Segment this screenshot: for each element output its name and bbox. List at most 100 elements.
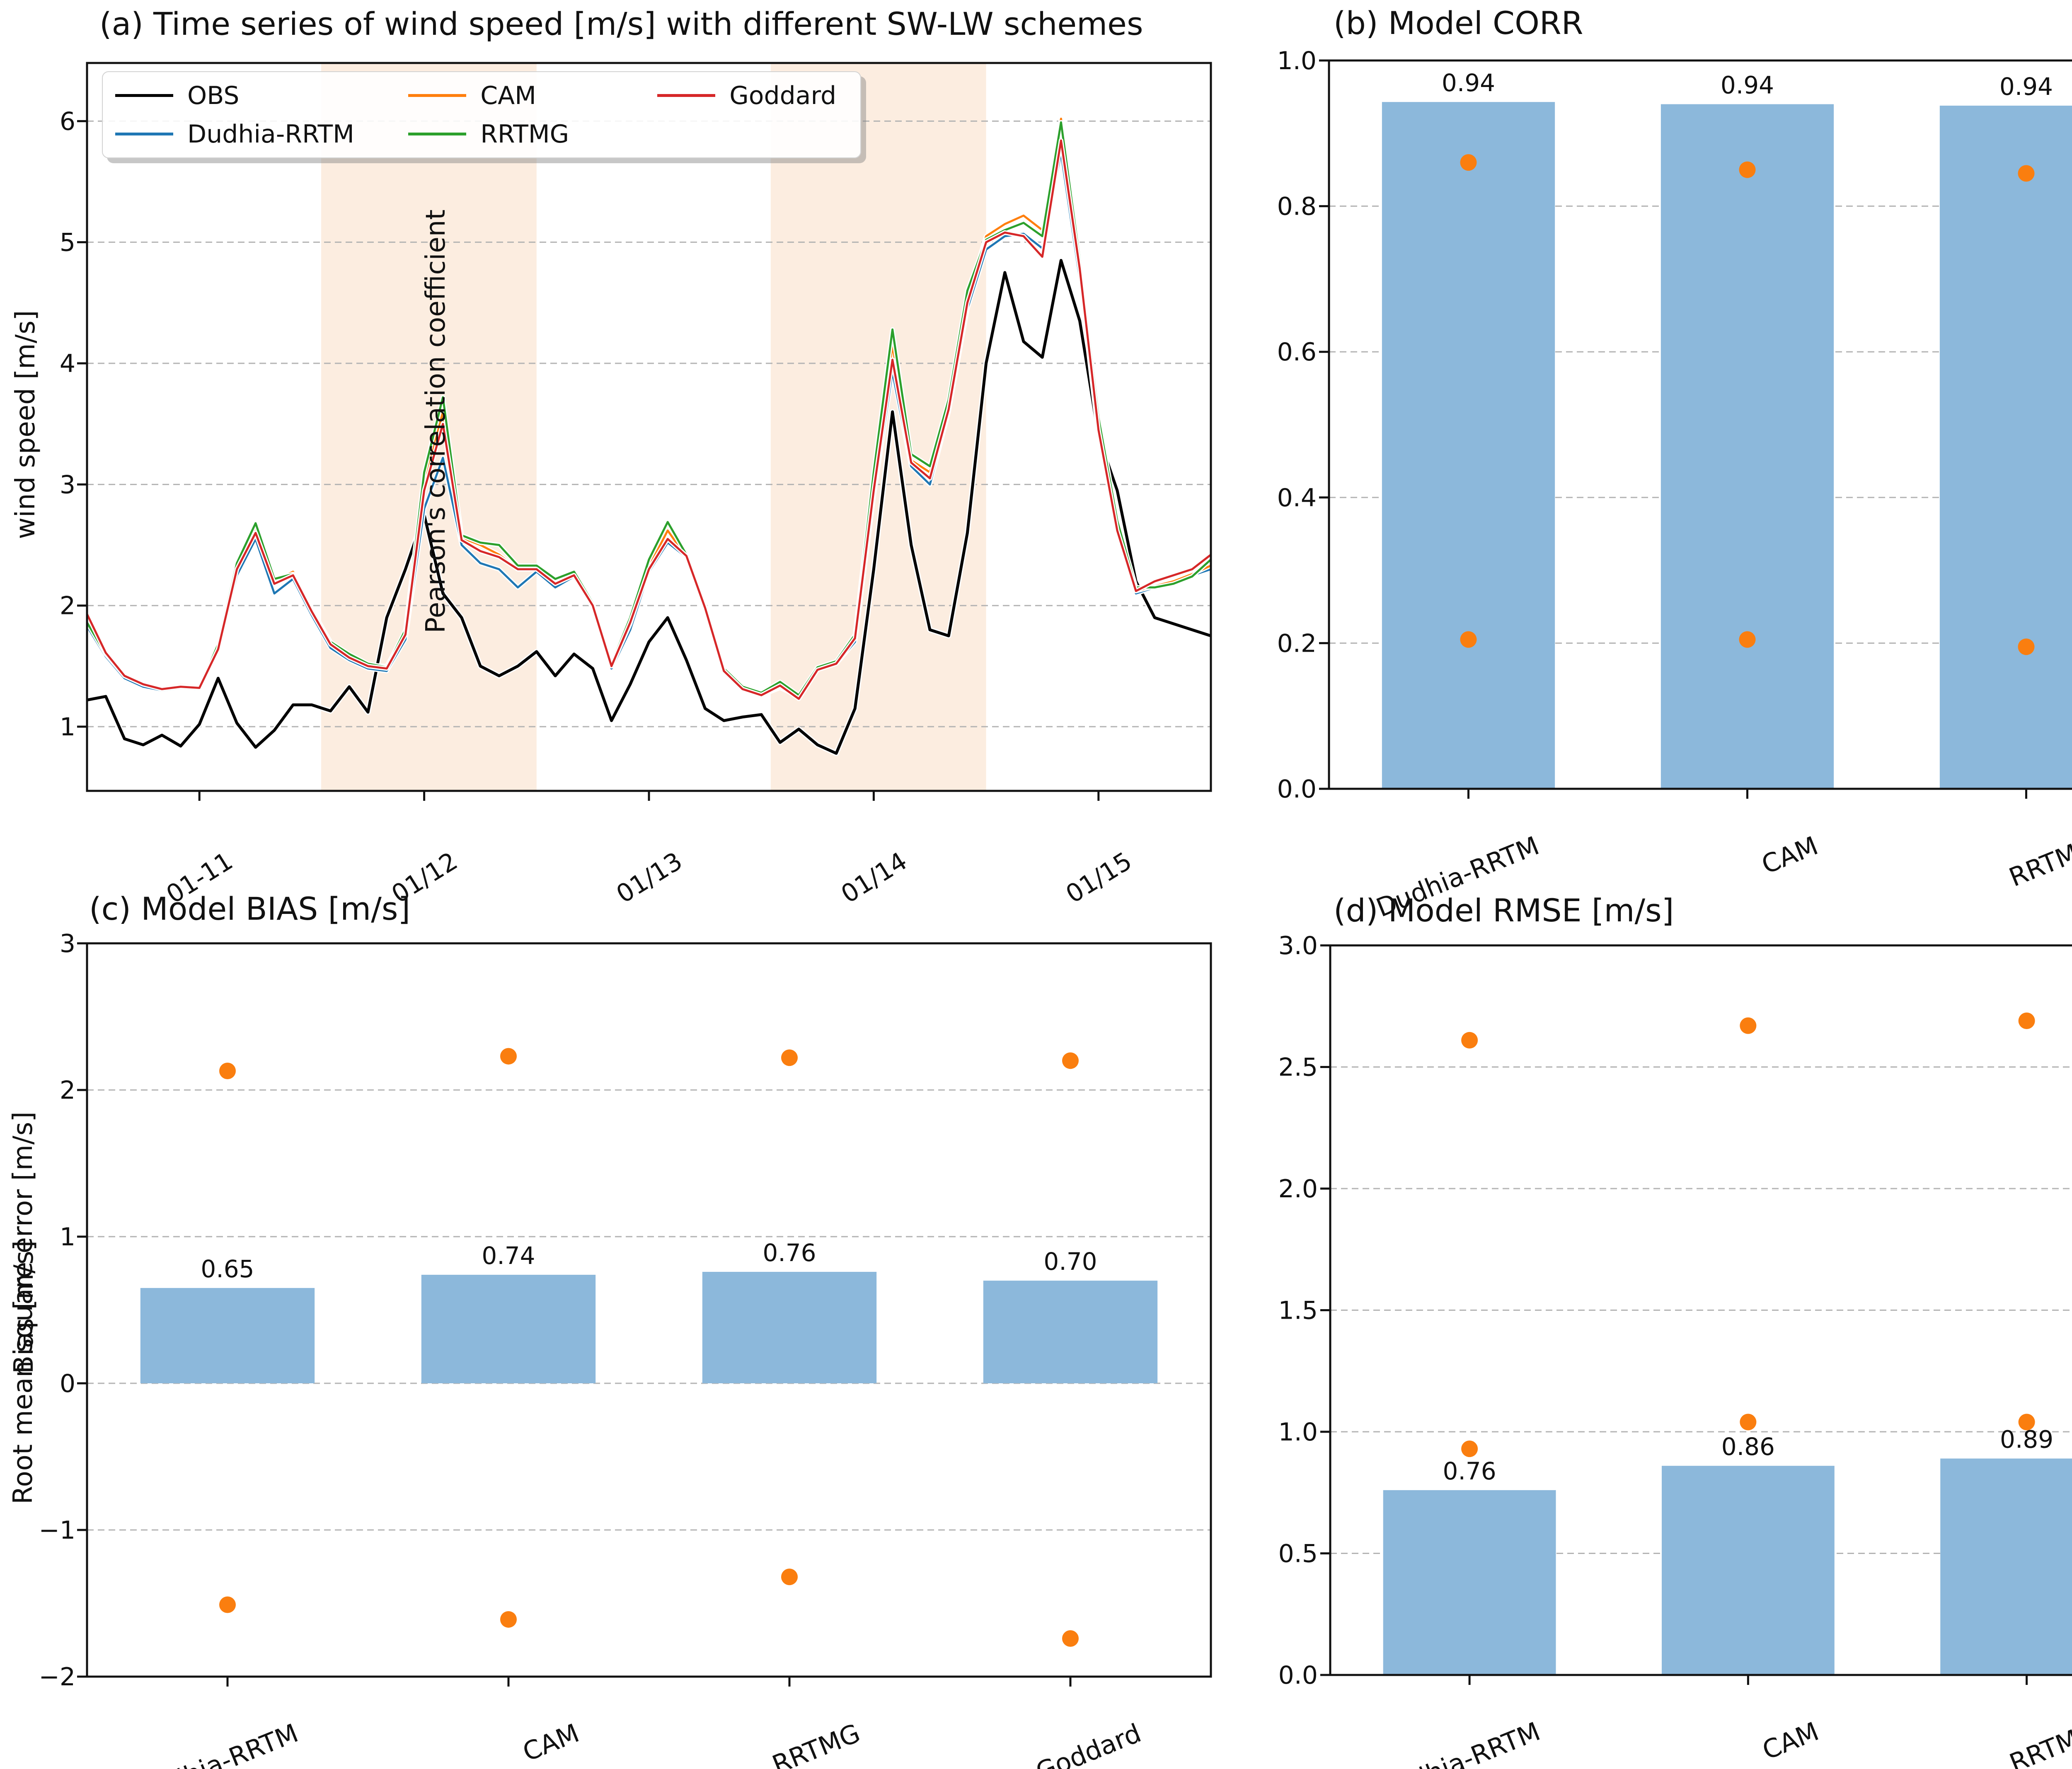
dot-lower-goddard: [1062, 1630, 1079, 1647]
y-tick-label: 0.0: [1277, 775, 1317, 804]
panel-d-ylabel: Root mean square error [m/s]: [8, 1111, 39, 1505]
dot-lower-cam: [500, 1611, 517, 1628]
dot-lower-cam: [1739, 631, 1756, 648]
x-tick-label: 01/13: [611, 846, 687, 909]
bar-value-label: 0.74: [482, 1242, 535, 1270]
legend-item-dudhia-rrtm: Dudhia-RRTM: [115, 120, 408, 149]
y-tick-label: 0: [60, 1369, 75, 1398]
dot-lower-dudhia-rrtm: [1461, 1440, 1478, 1457]
series-line-obs: [87, 259, 1212, 755]
bar-dudhia-rrtm: [1383, 1490, 1556, 1675]
panel-b-plot: 0.940.940.940.940.00.20.40.60.81.0Dudhia…: [1277, 46, 2072, 923]
y-tick-label: 1.0: [1277, 46, 1317, 75]
bar-value-label: 0.76: [1443, 1457, 1496, 1485]
y-tick-label: 3: [60, 929, 75, 958]
category-label: Goddard: [1031, 1718, 1145, 1769]
dot-upper-cam: [1739, 161, 1756, 178]
bar-rrtmg: [1940, 1458, 2072, 1675]
category-label: CAM: [1758, 1716, 1823, 1766]
y-tick-label: 4: [60, 349, 75, 378]
legend-item-goddard: Goddard: [657, 81, 848, 110]
bar-cam: [1661, 1466, 1835, 1675]
y-tick-label: 3: [60, 470, 75, 499]
axes-frame: [86, 62, 1212, 792]
y-tick-label: 1: [60, 713, 75, 742]
panel-c-title: (c) Model BIAS [m/s]: [89, 890, 411, 927]
y-tick-label: 0.4: [1277, 483, 1317, 512]
category-label: CAM: [518, 1718, 583, 1767]
bar-dudhia-rrtm: [1382, 102, 1555, 789]
bar-goddard: [983, 1281, 1158, 1383]
bar-value-label: 0.86: [1721, 1433, 1775, 1461]
category-label: RRTMG: [2005, 1716, 2072, 1769]
category-label: CAM: [1757, 830, 1822, 880]
bar-value-label: 0.76: [762, 1239, 816, 1267]
y-tick-label: 5: [60, 228, 75, 257]
x-tick-label: 01/14: [836, 846, 913, 909]
dot-upper-rrtmg: [2018, 1012, 2035, 1029]
legend-label: Dudhia-RRTM: [187, 119, 354, 149]
legend-label: RRTMG: [480, 119, 569, 149]
dot-lower-cam: [1740, 1414, 1757, 1431]
legend-swatch-rrtmg: [408, 133, 467, 135]
legend-item-obs: OBS: [115, 81, 408, 110]
highlight-band-0: [321, 63, 537, 791]
legend-swatch-goddard: [657, 94, 716, 97]
legend-swatch-obs: [115, 94, 173, 97]
category-label: Dudhia-RRTM: [1373, 1716, 1544, 1769]
bar-value-label: 0.94: [1721, 71, 1774, 99]
axes-frame: [86, 942, 1212, 1678]
bar-value-label: 0.94: [1442, 69, 1495, 97]
panel-c-plot: 0.65 0.74 0.76 0.70 −2 −1 0 1 2 3 Dudhia-RRTM CAM RR…: [39, 929, 1212, 1769]
series-halo-rrtmg: [85, 120, 1213, 698]
y-tick-label: 0.6: [1277, 338, 1317, 367]
dot-lower-rrtmg: [781, 1568, 798, 1585]
bar-cam: [1661, 104, 1834, 789]
series-line-goddard: [86, 139, 1212, 700]
legend-label: Goddard: [729, 81, 837, 110]
series-halo-cam: [85, 116, 1212, 700]
panel-d-title: (d) Model RMSE [m/s]: [1334, 892, 1674, 929]
panel-b-title: (b) Model CORR: [1334, 5, 1583, 41]
category-label: Dudhia-RRTM: [131, 1718, 302, 1769]
dot-lower-dudhia-rrtm: [1460, 631, 1477, 648]
y-tick-label: 0.5: [1278, 1539, 1318, 1568]
y-tick-label: 3.0: [1278, 931, 1318, 960]
legend: OBS Dudhia-RRTM CAM RRTMG Goddard: [102, 71, 861, 158]
dot-lower-dudhia-rrtm: [219, 1596, 236, 1613]
y-tick-label: 2.5: [1278, 1053, 1318, 1082]
axes-frame: [1328, 59, 2072, 790]
y-tick-label: 0.8: [1277, 192, 1317, 221]
legend-item-rrtmg: RRTMG: [408, 120, 657, 149]
dot-lower-rrtmg: [2018, 638, 2035, 655]
x-tick-label: 01/15: [1061, 846, 1137, 909]
dot-lower-rrtmg: [2018, 1414, 2035, 1431]
panel-d-plot: 0.760.860.890.820.00.51.01.52.02.53.0Dud…: [1278, 931, 2072, 1769]
bar-value-label: 0.94: [1999, 72, 2053, 101]
y-tick-label: 2: [60, 592, 75, 621]
panel-a-ylabel: wind speed [m/s]: [10, 310, 41, 539]
dot-upper-cam: [500, 1048, 517, 1065]
y-tick-label: −2: [39, 1663, 75, 1692]
y-tick-label: 1.5: [1278, 1296, 1318, 1325]
axes-frame: [1329, 944, 2072, 1676]
dot-upper-dudhia-rrtm: [1460, 154, 1477, 171]
series-line-rrtmg: [86, 121, 1212, 696]
bar-value-label: 0.65: [201, 1255, 254, 1283]
dot-upper-dudhia-rrtm: [1461, 1032, 1478, 1049]
legend-item-cam: CAM: [408, 81, 657, 110]
dot-upper-dudhia-rrtm: [219, 1062, 236, 1079]
category-label: RRTMG: [2005, 830, 2072, 892]
bar-rrtmg: [1939, 105, 2072, 789]
bar-cam: [421, 1275, 596, 1383]
dot-upper-rrtmg: [781, 1049, 798, 1066]
legend-label: CAM: [480, 81, 536, 110]
bar-dudhia-rrtm: [140, 1288, 315, 1383]
y-tick-label: 6: [60, 107, 75, 136]
legend-swatch-dudhia-rrtm: [115, 133, 173, 135]
y-tick-label: 1: [60, 1223, 75, 1252]
y-tick-label: 1.0: [1278, 1418, 1318, 1447]
dot-upper-cam: [1740, 1017, 1757, 1034]
